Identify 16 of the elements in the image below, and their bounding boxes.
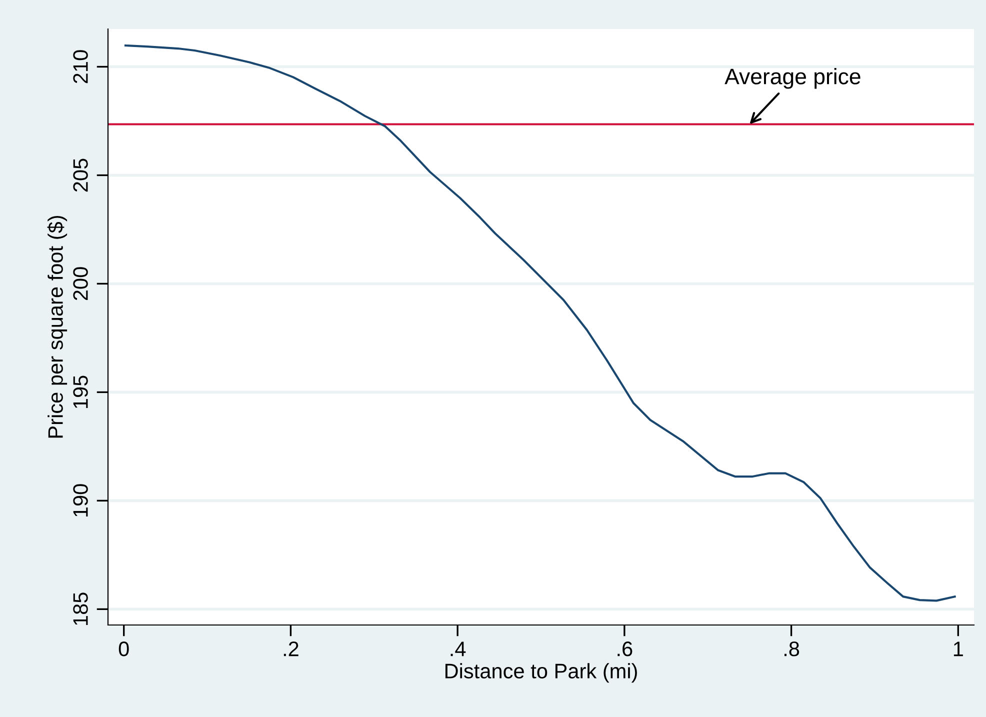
x-axis-title: Distance to Park (mi) [445, 663, 637, 683]
y-tick-label: 210 [73, 50, 88, 84]
x-tick-label: .8 [784, 642, 800, 656]
line-series [124, 44, 956, 602]
y-tick-label: 200 [73, 267, 88, 300]
x-tick-label: .2 [284, 642, 298, 656]
y-tick-label: 185 [73, 592, 88, 625]
x-tick-label: .4 [450, 642, 466, 656]
x-tick-label: 0 [118, 642, 129, 656]
x-tick-label: .6 [618, 642, 632, 656]
y-tick-label: 195 [73, 376, 88, 408]
y-axis-title: Price per square foot ($) [47, 216, 68, 438]
y-tick-label: 190 [73, 484, 88, 516]
x-tick-label: 1 [954, 642, 963, 656]
annotation: Average price [724, 68, 860, 89]
y-tick-label: 205 [73, 158, 88, 192]
